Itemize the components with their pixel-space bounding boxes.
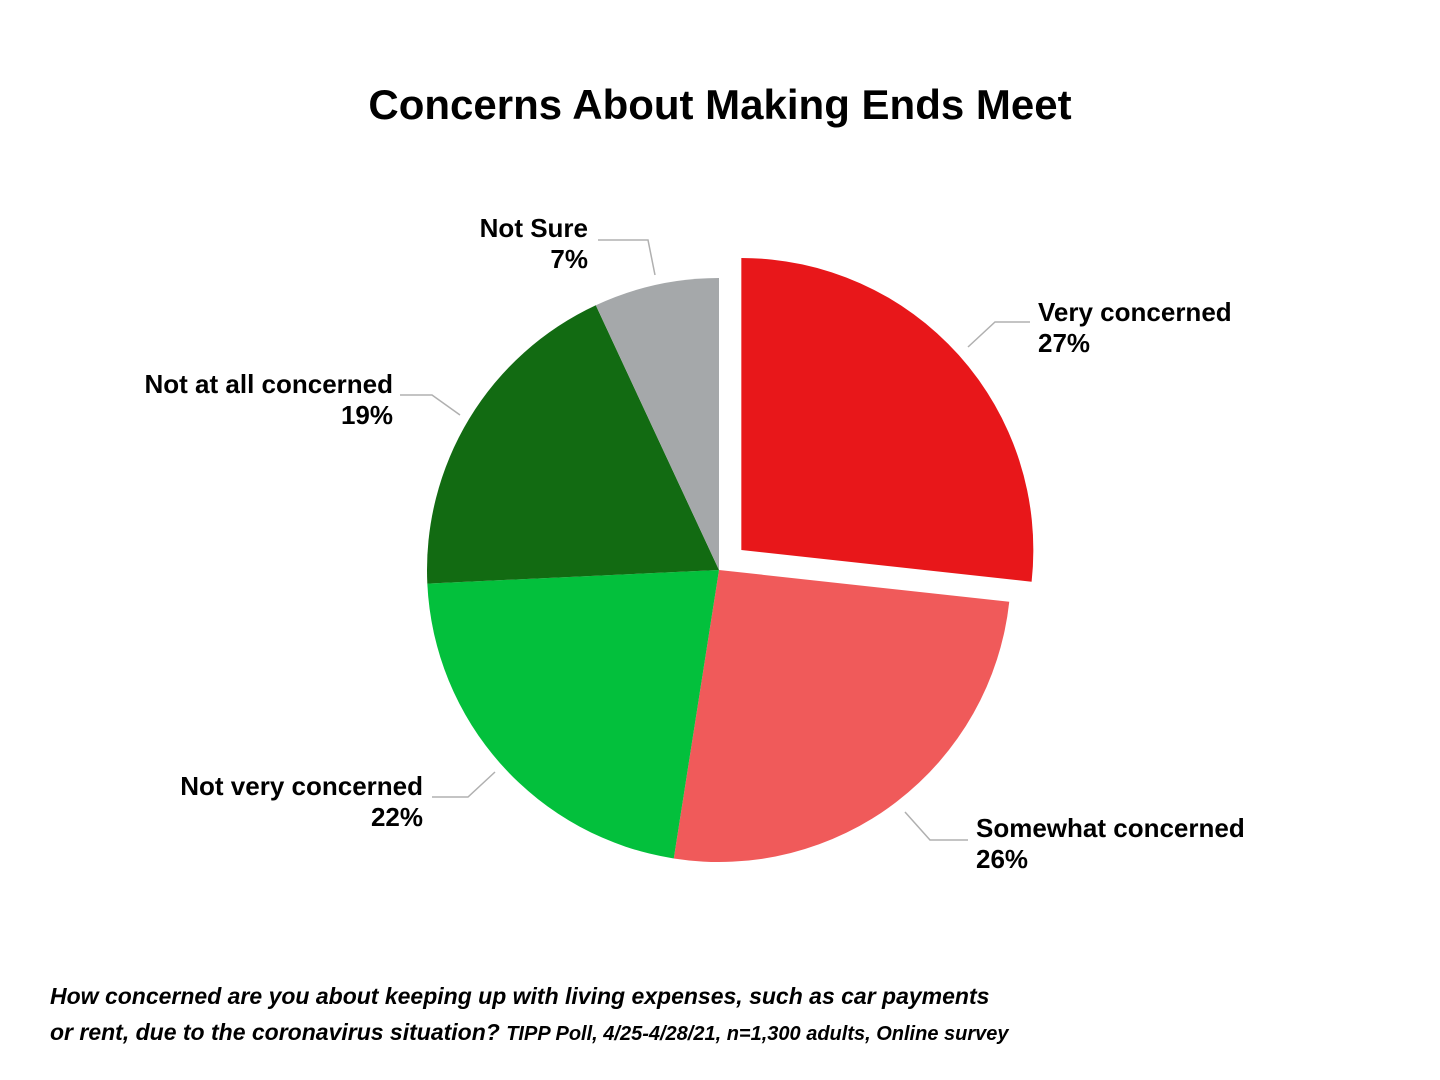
value-label: 7% — [550, 244, 588, 274]
pie-slice — [595, 278, 719, 570]
footnote-source: TIPP Poll, 4/25-4/28/21, n=1,300 adults,… — [506, 1023, 1009, 1045]
pie-slice — [673, 570, 1010, 862]
pie-slice — [427, 570, 719, 859]
slice-label: Not at all concerned — [145, 369, 394, 399]
footnote-line: or rent, due to the coronavirus situatio… — [50, 1019, 500, 1045]
leader-line — [904, 811, 968, 841]
leader-line — [967, 321, 1030, 348]
pie-slice — [741, 257, 1034, 582]
value-label: 19% — [341, 400, 393, 430]
pie-slice — [427, 305, 719, 584]
leader-line — [598, 239, 656, 276]
value-label: 26% — [976, 844, 1028, 874]
footnote-line: or rent, due to the coronavirus situatio… — [50, 1019, 1009, 1045]
chart-title: Concerns About Making Ends Meet — [368, 81, 1071, 128]
leader-line — [432, 771, 496, 798]
leader-line — [400, 394, 461, 416]
slice-label: Very concerned — [1038, 297, 1232, 327]
value-label: 27% — [1038, 328, 1090, 358]
slice-label: Not Sure — [480, 213, 588, 243]
value-label: 22% — [371, 802, 423, 832]
slice-label: Not very concerned — [180, 771, 423, 801]
footnote-line: How concerned are you about keeping up w… — [50, 983, 989, 1009]
slice-label: Somewhat concerned — [976, 813, 1245, 843]
